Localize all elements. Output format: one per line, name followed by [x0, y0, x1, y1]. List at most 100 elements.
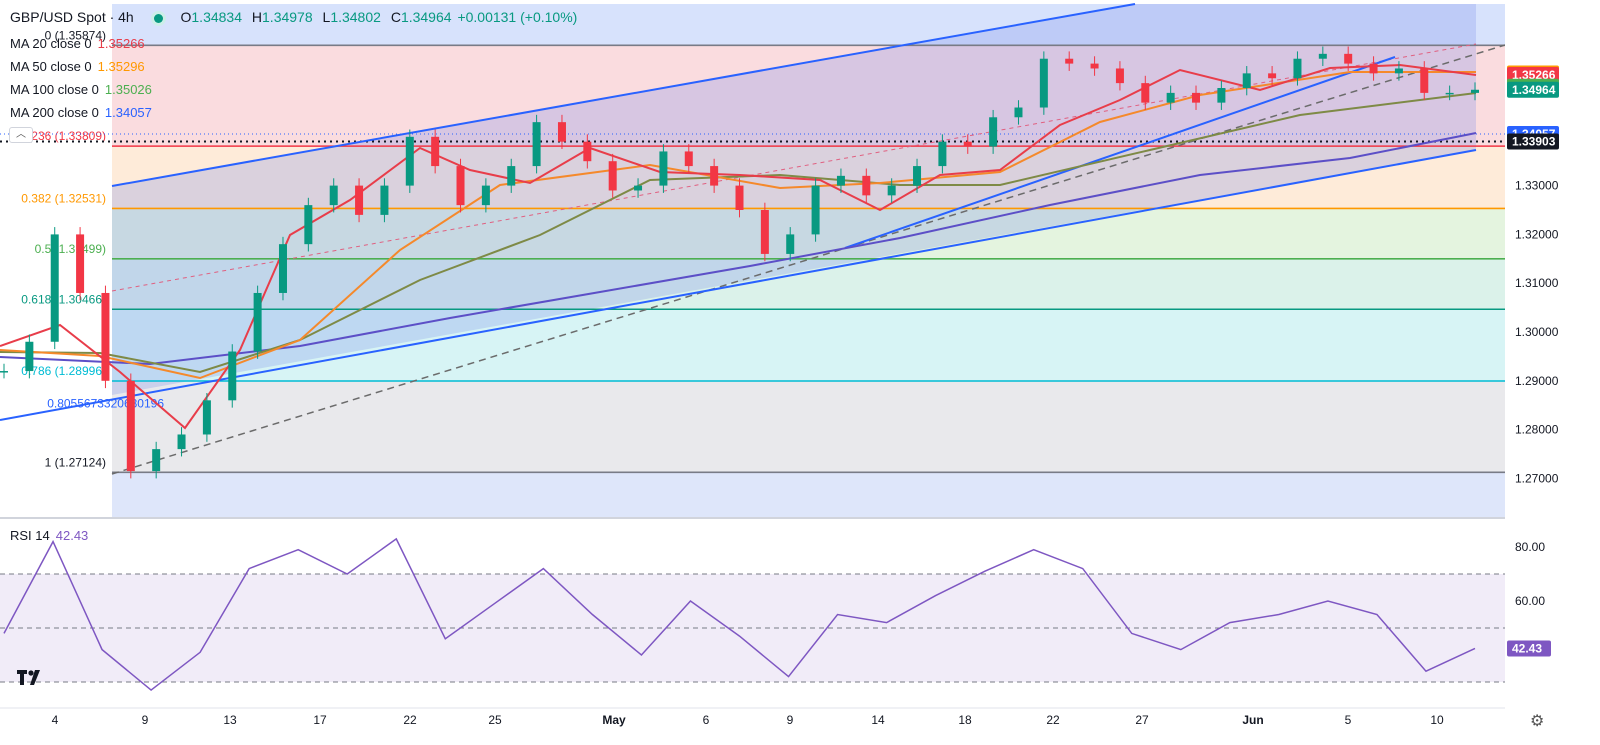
ma100-line [0, 92, 1477, 374]
candle-body [583, 141, 592, 162]
fib-label-5: 0.786 (1.28996) [21, 364, 106, 378]
fib-zone-5 [112, 309, 1505, 381]
candle-body [25, 341, 34, 372]
time-axis-label-0: 4 [52, 713, 59, 727]
trendline-short [844, 56, 1396, 249]
rsi-axis-tick-1: 60.00 [1515, 594, 1545, 608]
trend-dashed-line [111, 44, 1506, 475]
price-axis-tick-5: 1.28000 [1515, 423, 1559, 437]
time-axis-label-1: 9 [142, 713, 149, 727]
time-axis-label-13: Jun [1242, 713, 1263, 727]
fib-label-3: 0.5 (1.31499) [35, 242, 106, 256]
rsi-line [3, 537, 1476, 692]
tradingview-logo-icon[interactable] [16, 667, 42, 687]
time-axis-label-11: 22 [1046, 713, 1060, 727]
candle-body [608, 161, 617, 191]
candle-body [177, 434, 186, 450]
price-axis-bg [1505, 0, 1600, 708]
fib-zone-0 [112, 4, 1505, 46]
price-axis-tick-6: 1.27000 [1515, 471, 1559, 485]
candle-body [152, 449, 161, 472]
fib-label-4: 0.618 (1.30466) [21, 292, 106, 306]
fib-zone-7 [112, 472, 1505, 518]
candle-body [989, 117, 998, 147]
candle-body [1090, 63, 1099, 69]
candle-body [1014, 107, 1023, 118]
chevron-up-icon: ︿ [16, 129, 26, 140]
candle-body [887, 185, 896, 196]
fib-label-1: 0.236 (1.33809) [21, 129, 106, 143]
price-tag-bg-5 [1507, 133, 1559, 150]
fib-zone-3 [112, 208, 1505, 259]
time-axis-label-6: May [602, 713, 626, 727]
candle-body [101, 292, 110, 381]
candle-body [557, 122, 566, 142]
candle-body [0, 371, 8, 373]
candle-body [1344, 53, 1353, 64]
candle-body [126, 380, 135, 472]
fib-label-2: 0.382 (1.32531) [21, 191, 106, 205]
candle-body [735, 185, 744, 210]
rsi-tag: 42.43 [1512, 641, 1542, 655]
candle-body [1445, 92, 1454, 95]
time-axis-label-3: 17 [313, 713, 327, 727]
candle-body [380, 185, 389, 215]
price-axis-tick-3: 1.30000 [1515, 325, 1559, 339]
price-axis-tick-1: 1.32000 [1515, 227, 1559, 241]
candle-body [1141, 83, 1150, 103]
candle-body [405, 136, 414, 186]
candle-body [1039, 58, 1048, 108]
candle-body [1420, 68, 1429, 93]
price-tag-5: 1.33903 [1512, 135, 1556, 149]
channel-lower-line [0, 149, 1477, 421]
candle-body [836, 175, 845, 186]
candle-body [634, 185, 643, 191]
time-axis-label-2: 13 [223, 713, 237, 727]
candle-body [1471, 89, 1479, 93]
rsi-value: 42.43 [55, 528, 89, 543]
candle-body [710, 166, 719, 186]
fib-label-0: 0 (1.35874) [45, 28, 106, 42]
candle-body [507, 166, 516, 186]
time-axis-label-14: 5 [1345, 713, 1352, 727]
gear-icon[interactable]: ⚙ [1530, 713, 1545, 730]
candle-body [76, 234, 85, 293]
rsi-legend[interactable]: RSI 14 42.43 [10, 528, 88, 543]
candle-body [862, 175, 871, 196]
candle-body [202, 400, 211, 435]
price-axis-tick-2: 1.31000 [1515, 276, 1559, 290]
candle-body [963, 141, 972, 147]
candle-body [1242, 73, 1251, 88]
time-axis-label-7: 6 [703, 713, 710, 727]
candle-body [532, 122, 541, 167]
rsi-pane: 80.00 60.00 42.43 [0, 537, 1551, 692]
candle-body [278, 244, 287, 293]
candle-body [786, 234, 795, 254]
time-axis-label-10: 18 [958, 713, 972, 727]
candle-body [938, 141, 947, 167]
time-axis-label-9: 14 [871, 713, 885, 727]
candle-body [431, 136, 440, 167]
time-axis-label-4: 22 [403, 713, 417, 727]
price-tag-3: 1.34964 [1512, 83, 1556, 97]
candle-body [481, 185, 490, 206]
rsi-label: RSI 14 [10, 528, 50, 543]
candle-body [1318, 53, 1327, 59]
candle-body [50, 234, 59, 342]
price-tag-bg-3 [1507, 81, 1559, 98]
candle-body [1369, 63, 1378, 74]
candle-body [456, 166, 465, 206]
rsi-axis-tick-0: 80.00 [1515, 540, 1545, 554]
collapse-legend-button[interactable]: ︿ [9, 127, 33, 143]
candles-group [0, 46, 1479, 479]
channel-fill [112, 4, 1476, 395]
candle-body [253, 292, 262, 352]
price-tag-1: 1.35266 [1512, 68, 1556, 82]
fib-label-7: 1 (1.27124) [45, 455, 106, 469]
candle-body [228, 351, 237, 401]
candle-body [304, 205, 313, 245]
candle-body [1394, 68, 1403, 74]
time-axis-label-8: 9 [787, 713, 794, 727]
candle-body [659, 151, 668, 186]
